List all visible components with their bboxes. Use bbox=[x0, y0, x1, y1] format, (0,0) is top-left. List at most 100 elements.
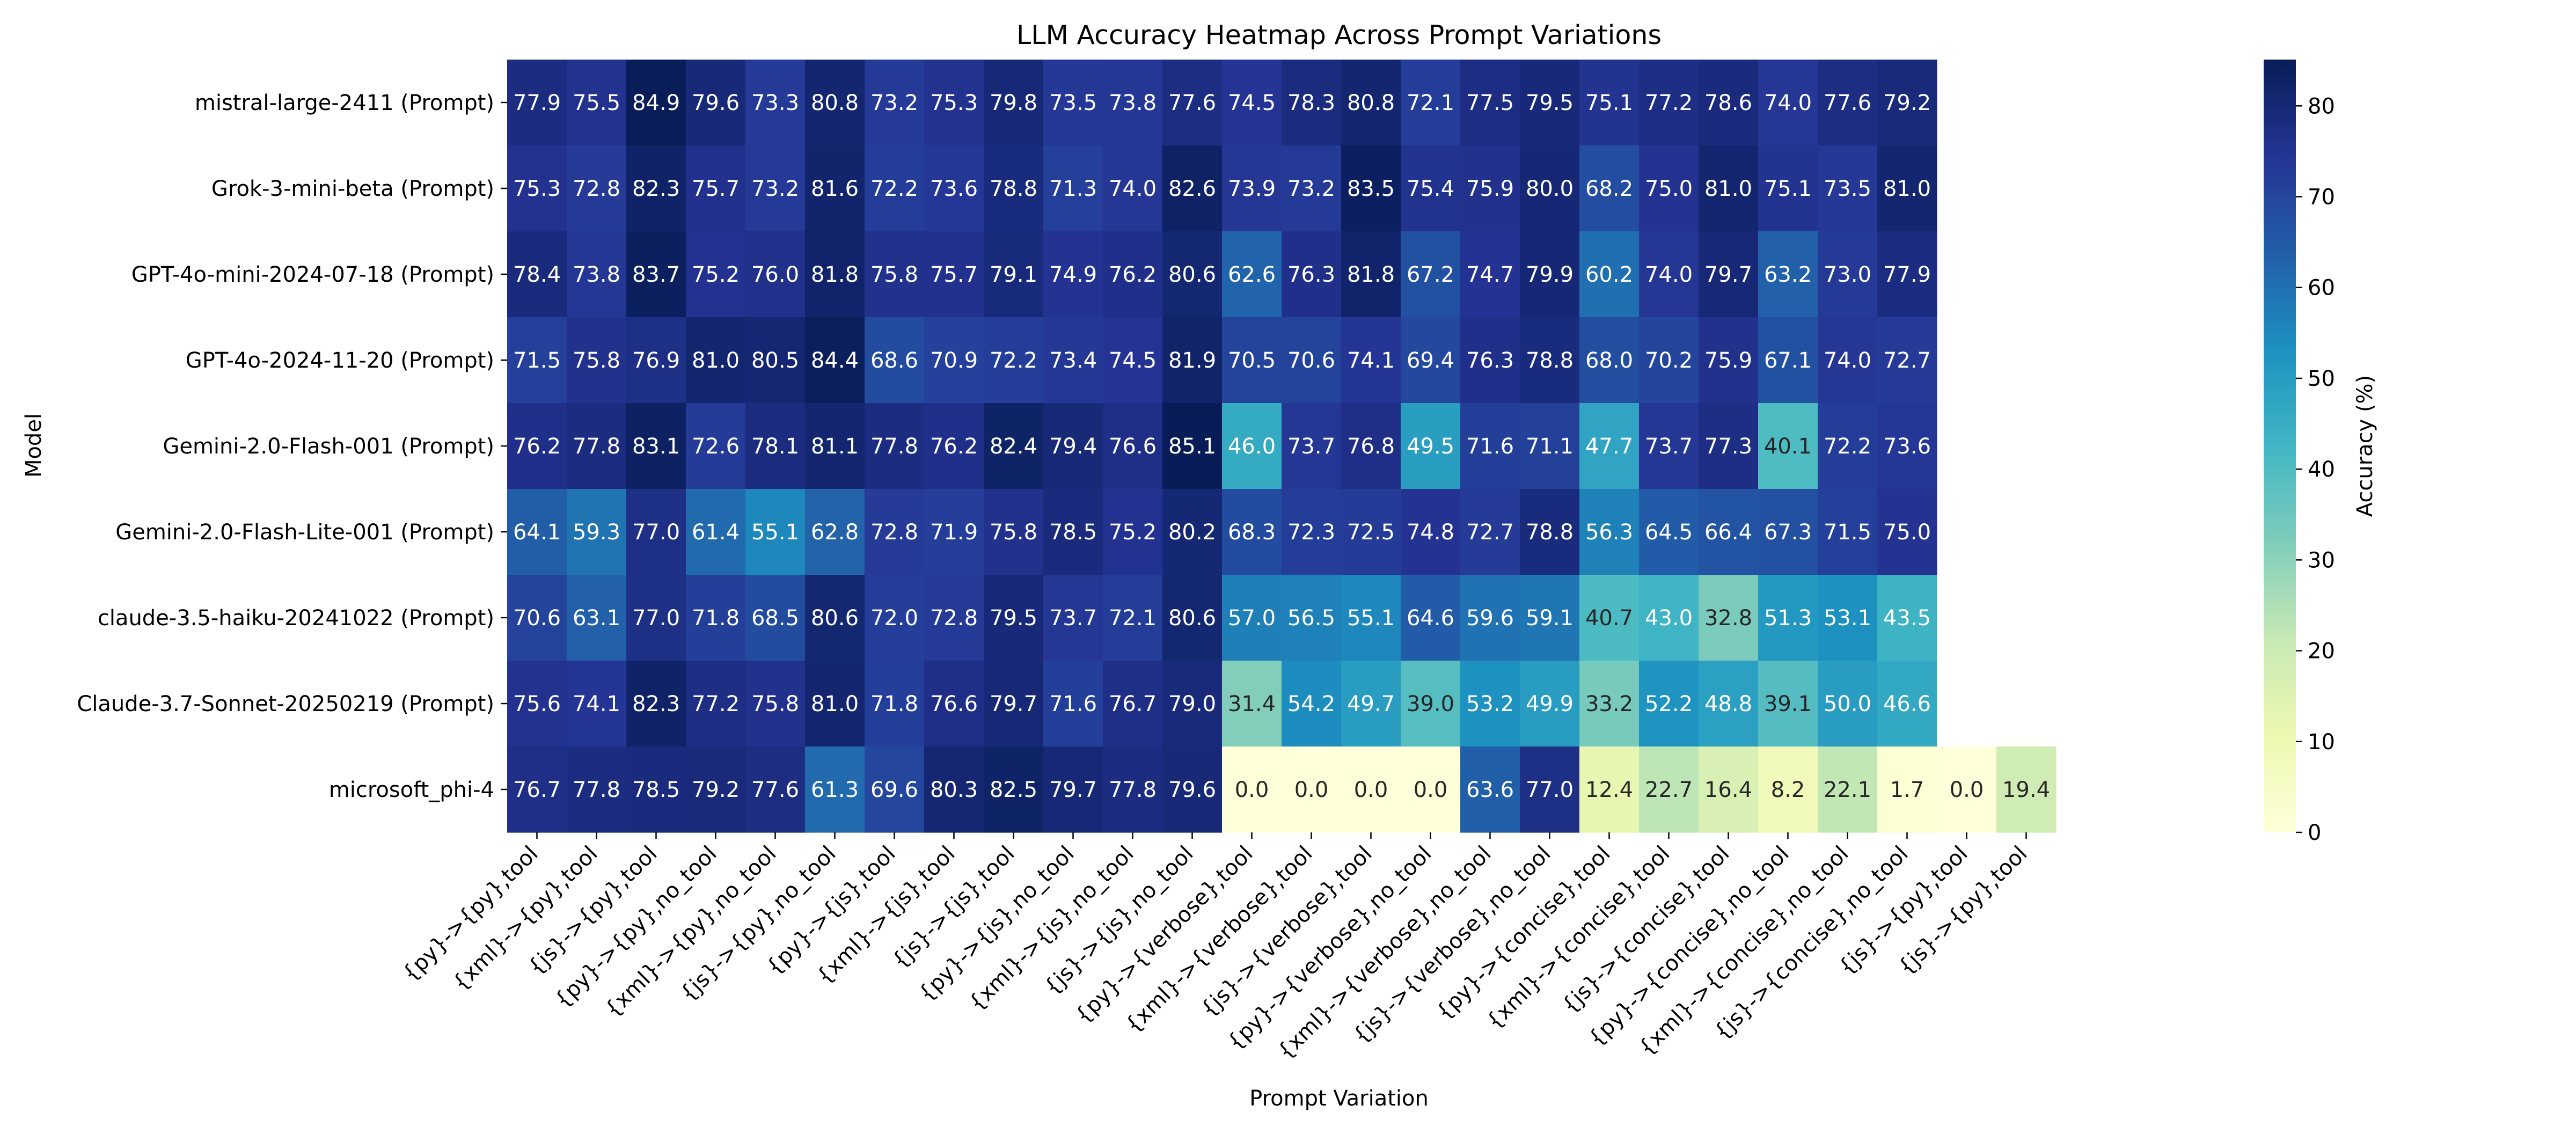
heatmap-cell bbox=[1401, 661, 1461, 747]
y-tick-label: Claude-3.7-Sonnet-20250219 (Prompt) bbox=[77, 692, 494, 716]
heatmap-cell bbox=[1699, 403, 1759, 489]
cell-value-label: 71.9 bbox=[930, 520, 978, 545]
cell-value-label: 70.6 bbox=[1287, 348, 1335, 373]
heatmap-cell bbox=[1222, 747, 1282, 833]
cell-value-label: 79.6 bbox=[1168, 778, 1216, 802]
heatmap-cell bbox=[1520, 231, 1580, 318]
cell-value-label: 73.2 bbox=[870, 91, 918, 115]
heatmap-cell bbox=[745, 489, 806, 575]
cell-value-label: 62.8 bbox=[811, 520, 859, 545]
heatmap-cell bbox=[1043, 231, 1103, 318]
colorbar-label: Accuracy (%) bbox=[2353, 375, 2377, 517]
cell-value-label: 73.6 bbox=[1883, 434, 1931, 459]
cell-value-label: 59.6 bbox=[1466, 606, 1514, 631]
heatmap-cell bbox=[507, 747, 567, 833]
cell-value-label: 71.8 bbox=[692, 606, 740, 631]
heatmap-cell bbox=[1162, 661, 1223, 747]
heatmap-cell bbox=[924, 489, 984, 575]
heatmap-cell bbox=[1579, 60, 1640, 146]
y-axis-label: Model bbox=[21, 413, 46, 478]
heatmap-cell bbox=[805, 489, 865, 575]
heatmap-cell bbox=[1341, 231, 1401, 318]
heatmap-cell bbox=[1639, 231, 1699, 318]
heatmap-cell bbox=[1222, 60, 1282, 146]
heatmap-cell bbox=[686, 231, 746, 318]
cell-value-label: 73.2 bbox=[751, 177, 799, 201]
cell-value-label: 77.8 bbox=[573, 778, 620, 802]
cell-value-label: 75.8 bbox=[870, 262, 918, 287]
cell-value-label: 77.6 bbox=[1824, 91, 1871, 115]
y-tick-label: GPT-4o-2024-11-20 (Prompt) bbox=[186, 348, 494, 373]
heatmap-cell bbox=[1579, 231, 1640, 318]
cell-value-label: 73.5 bbox=[1824, 177, 1871, 201]
cell-value-label: 59.3 bbox=[573, 520, 620, 545]
cell-value-label: 64.1 bbox=[513, 520, 561, 545]
cell-value-label: 72.8 bbox=[870, 520, 918, 545]
y-tick-label: GPT-4o-mini-2024-07-18 (Prompt) bbox=[131, 262, 494, 287]
heatmap-cell bbox=[507, 231, 567, 318]
heatmap-cell bbox=[1520, 575, 1580, 661]
heatmap-cell bbox=[1282, 489, 1342, 575]
cell-value-label: 74.0 bbox=[1824, 348, 1871, 373]
heatmap-cell bbox=[924, 661, 984, 747]
cell-value-label: 55.1 bbox=[751, 520, 799, 545]
heatmap-cell bbox=[1818, 575, 1878, 661]
cell-value-label: 68.6 bbox=[870, 348, 918, 373]
cell-value-label: 8.2 bbox=[1771, 778, 1805, 802]
heatmap-cell bbox=[1460, 403, 1520, 489]
heatmap-cell bbox=[1103, 575, 1163, 661]
heatmap-cell bbox=[1222, 317, 1282, 404]
cell-value-label: 72.2 bbox=[990, 348, 1037, 373]
colorbar-ticks: 0 10 20 30 40 50 60 70 80 bbox=[2296, 94, 2335, 845]
cell-value-label: 0.0 bbox=[1235, 778, 1269, 802]
colorbar-tick-label: 20 bbox=[2308, 639, 2335, 664]
heatmap-cell bbox=[1758, 661, 1818, 747]
heatmap-cell bbox=[1103, 231, 1163, 318]
cell-value-label: 40.1 bbox=[1764, 434, 1812, 459]
heatmap-cell bbox=[984, 403, 1044, 489]
cell-value-label: 40.7 bbox=[1585, 606, 1633, 631]
cell-value-label: 81.8 bbox=[811, 262, 859, 287]
cell-value-label: 33.2 bbox=[1585, 692, 1633, 716]
cell-value-label: 78.8 bbox=[1526, 348, 1574, 373]
heatmap-cell bbox=[1103, 747, 1163, 833]
cell-value-label: 76.7 bbox=[513, 778, 561, 802]
cell-value-label: 63.6 bbox=[1466, 778, 1514, 802]
heatmap-cell bbox=[1401, 403, 1461, 489]
cell-value-label: 72.5 bbox=[1347, 520, 1395, 545]
cell-value-label: 82.5 bbox=[990, 778, 1037, 802]
cell-value-label: 75.1 bbox=[1764, 177, 1812, 201]
heatmap-cell bbox=[1579, 145, 1640, 232]
cell-value-label: 49.7 bbox=[1347, 692, 1395, 716]
heatmap-cell bbox=[924, 231, 984, 318]
cell-value-label: 68.5 bbox=[751, 606, 799, 631]
cell-value-label: 77.5 bbox=[1466, 91, 1514, 115]
heatmap-cell bbox=[1043, 661, 1103, 747]
heatmap-cell bbox=[1877, 145, 1937, 232]
cell-value-label: 75.3 bbox=[513, 177, 561, 201]
cell-value-label: 82.6 bbox=[1168, 177, 1216, 201]
cell-value-label: 77.6 bbox=[751, 778, 799, 802]
cell-value-label: 73.7 bbox=[1049, 606, 1097, 631]
heatmap-cell bbox=[1222, 145, 1282, 232]
heatmap-cell bbox=[1460, 317, 1520, 404]
cell-value-label: 80.6 bbox=[811, 606, 859, 631]
cell-value-label: 72.3 bbox=[1287, 520, 1335, 545]
x-tick-label: {xml}->{verbose},no_tool bbox=[1273, 841, 1496, 1065]
cell-value-label: 71.5 bbox=[513, 348, 561, 373]
cell-value-label: 72.8 bbox=[573, 177, 620, 201]
heatmap-cell bbox=[1877, 403, 1937, 489]
cell-value-label: 81.8 bbox=[1347, 262, 1395, 287]
cell-value-label: 79.2 bbox=[1883, 91, 1931, 115]
cell-value-label: 79.7 bbox=[1049, 778, 1097, 802]
cell-value-label: 74.1 bbox=[1347, 348, 1395, 373]
cell-value-label: 60.2 bbox=[1585, 262, 1633, 287]
cell-value-label: 78.4 bbox=[513, 262, 561, 287]
heatmap-cell bbox=[1877, 231, 1937, 318]
cell-value-label: 73.9 bbox=[1228, 177, 1276, 201]
cell-value-label: 79.0 bbox=[1168, 692, 1216, 716]
colorbar-tick-label: 80 bbox=[2308, 94, 2335, 119]
cell-value-label: 75.9 bbox=[1466, 177, 1514, 201]
heatmap-cell bbox=[1103, 403, 1163, 489]
cell-value-label: 75.7 bbox=[692, 177, 740, 201]
